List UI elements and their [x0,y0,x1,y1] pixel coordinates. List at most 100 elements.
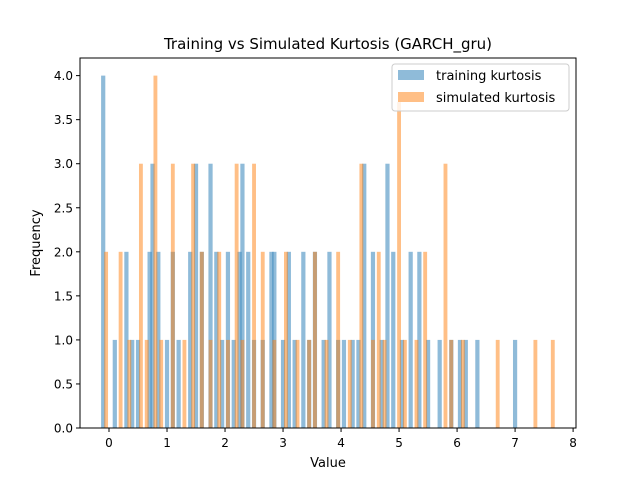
histogram-bar [417,251,422,428]
legend-swatch-training [398,70,424,80]
histogram-bar [191,163,196,428]
histogram-bar [234,163,239,428]
y-tick-label: 0.0 [54,422,73,436]
histogram-bar [391,251,396,428]
legend: training kurtosis simulated kurtosis [391,63,570,112]
histogram-bar [382,339,387,428]
histogram-bar [170,163,175,428]
histogram-bar [512,339,518,428]
y-tick-label: 0.5 [54,377,73,391]
y-tick-label: 3.0 [54,157,73,171]
histogram-bar [159,339,164,428]
histogram-bar [457,339,463,428]
histogram-bar [280,339,286,428]
histogram-bar [135,339,141,428]
x-tick-label: 4 [337,436,345,450]
histogram-bar [240,163,245,428]
histogram-bar [402,339,407,428]
histogram-bar [272,339,277,428]
histogram-bar [292,339,297,428]
histogram-bar [147,251,152,428]
histogram-bar [463,339,468,428]
histogram-bar [124,251,129,428]
series-1-bars [104,75,555,429]
histogram-bar [127,339,132,428]
y-tick-label: 2.0 [54,245,73,259]
histogram-bar [347,339,352,428]
histogram-bar [199,251,204,428]
histogram-bar [336,251,341,428]
histogram-bar [341,339,347,428]
histogram-bar [414,339,419,428]
histogram-bar [112,339,117,428]
histogram-bar [295,339,300,428]
histogram-bar [269,251,274,428]
histogram-bar [150,163,155,428]
histogram-bar [252,163,256,428]
histogram-bar [217,251,222,428]
histogram-bar [327,251,332,428]
x-axis-label: Value [310,456,346,471]
x-tick-label: 6 [453,436,461,450]
x-axis-ticks: 0 1 2 3 4 5 6 7 8 [105,428,577,450]
histogram-bar [193,163,199,428]
x-tick-label: 5 [395,436,403,450]
legend-box [391,63,570,112]
histogram-bar [495,339,500,428]
histogram-bar [533,339,538,428]
histogram-bar [408,251,413,428]
chart-title: Training vs Simulated Kurtosis (GARCH_gr… [163,35,492,54]
histogram-bar [231,339,236,428]
histogram-bar [371,339,375,428]
x-tick-label: 3 [279,436,287,450]
histogram-bar [226,339,230,428]
y-axis-ticks: 0.0 0.5 1.0 1.5 2.0 2.5 3.0 3.5 4.0 [54,69,80,436]
y-tick-label: 1.0 [54,333,73,347]
x-tick-label: 0 [105,436,113,450]
histogram-bar [208,163,213,428]
histogram-bar [324,339,329,428]
histogram-bar [443,163,448,428]
histogram-bar [156,251,161,428]
histogram-bar [188,251,193,428]
histogram-bar [397,102,401,429]
plot-frame [79,57,577,429]
histogram-bar [164,339,170,428]
histogram-bar [449,339,454,428]
histogram-bar [399,339,405,428]
histogram-bar [379,339,384,428]
histogram-bar [359,163,364,428]
y-tick-label: 2.5 [54,201,73,215]
histogram-bar [237,251,242,428]
histogram-bar [437,339,442,428]
histogram-bar [385,163,390,428]
histogram-bar [240,339,245,428]
histogram-bar [313,251,317,428]
histogram-bar [286,251,291,428]
histogram-bar [246,251,251,428]
histogram-bar [423,251,428,428]
histogram-bar [475,339,480,428]
x-tick-label: 1 [163,436,171,450]
histogram-bar [104,251,109,428]
bars-layer [101,75,555,429]
histogram-bar [425,339,431,428]
histogram-bar [220,339,225,428]
histogram-bar [301,251,306,428]
histogram-bar [362,163,367,428]
histogram-bar [350,339,355,428]
histogram-bar [260,251,265,428]
histogram-bar [214,251,219,428]
histogram-bar [101,75,106,429]
histogram-bar [550,339,555,428]
histogram-bar [356,339,361,428]
x-tick-label: 7 [511,436,519,450]
histogram-bar [176,339,181,428]
histogram-bar [307,339,312,428]
y-tick-label: 3.5 [54,113,73,127]
x-tick-label: 2 [221,436,229,450]
histogram-bar [153,75,158,429]
histogram-bar [182,339,187,428]
y-tick-label: 1.5 [54,289,73,303]
